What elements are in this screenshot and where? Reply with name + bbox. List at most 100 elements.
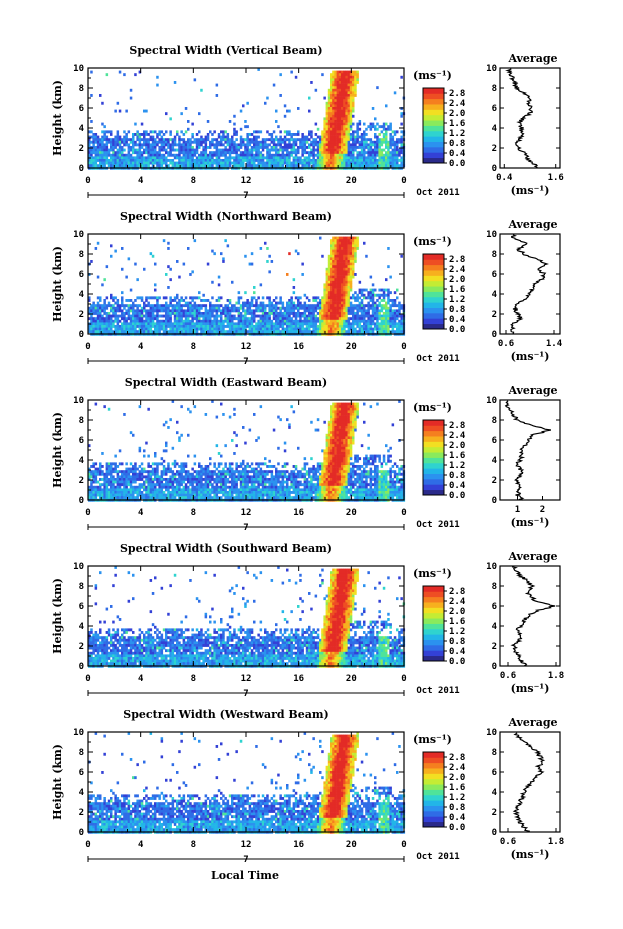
heatmap-cell: [193, 138, 197, 142]
heatmap-cell: [96, 480, 100, 484]
heatmap-cell: [385, 151, 388, 155]
colorbar-segment: [423, 152, 444, 159]
heatmap-cell: [191, 296, 194, 300]
heatmap-cell: [242, 140, 245, 144]
heatmap-cell: [195, 309, 199, 313]
heatmap-cell: [92, 151, 95, 155]
heatmap-cell: [129, 467, 133, 471]
heatmap-cell: [112, 304, 115, 308]
heatmap-cell: [308, 164, 311, 168]
heatmap-cell: [347, 107, 351, 110]
heatmap-cell: [349, 278, 353, 282]
heatmap-cell: [191, 135, 194, 139]
heatmap-cell: [393, 299, 397, 302]
heatmap-cell: [151, 153, 155, 157]
heatmap-cell: [184, 159, 188, 162]
heatmap-cell: [286, 146, 289, 149]
heatmap-cell: [279, 130, 282, 134]
heatmap-cell: [301, 273, 304, 276]
heatmap-cell: [149, 146, 153, 149]
heatmap-cell: [281, 164, 285, 168]
heatmap-cell: [143, 130, 146, 134]
heatmap-cell: [123, 491, 126, 494]
heatmap-cell: [382, 314, 386, 318]
heatmap-cell: [325, 286, 329, 289]
heatmap-cell: [277, 325, 280, 328]
heatmap-cell: [400, 317, 403, 321]
heatmap-cell: [382, 291, 386, 295]
heatmap-cell: [261, 327, 265, 331]
heatmap-cell: [259, 306, 263, 310]
heatmap-cell: [327, 153, 331, 157]
heatmap-cell: [371, 330, 375, 334]
heatmap-cell: [290, 133, 293, 136]
heatmap-cell: [338, 99, 342, 103]
heatmap-cell: [297, 319, 300, 323]
heatmap-cell: [116, 133, 120, 136]
heatmap-cell: [169, 133, 172, 136]
heatmap-cell: [391, 130, 395, 134]
y-tick-label: 8: [79, 250, 84, 260]
heatmap-cell: [341, 296, 344, 300]
heatmap-cell: [323, 319, 326, 323]
heatmap-cell: [129, 462, 133, 466]
heatmap-cell: [290, 322, 293, 326]
heatmap-cell: [134, 73, 137, 77]
heatmap-cell: [365, 127, 368, 131]
heatmap-cell: [134, 314, 137, 318]
heatmap-cell: [143, 449, 146, 453]
heatmap-cell: [283, 312, 287, 315]
heatmap-cell: [99, 151, 102, 155]
heatmap-cell: [114, 478, 117, 481]
colorbar-frame: [422, 253, 445, 330]
heatmap-cell: [275, 322, 278, 326]
heatmap-cell: [371, 283, 375, 287]
heatmap-cell: [332, 127, 335, 131]
heatmap-cell: [347, 146, 351, 149]
heatmap-cell: [352, 265, 355, 269]
heatmap-cell: [279, 73, 282, 77]
heatmap-cell: [356, 322, 359, 326]
heatmap-cell: [341, 286, 344, 289]
heatmap-cell: [279, 299, 282, 302]
heatmap-cell: [327, 278, 331, 282]
heatmap-cell: [99, 462, 102, 466]
y-tick-label: 6: [79, 270, 84, 280]
heatmap-cell: [312, 325, 315, 328]
heatmap-cell: [261, 330, 265, 334]
heatmap-cell: [338, 135, 342, 139]
heatmap-cell: [220, 309, 223, 313]
heatmap-cell: [367, 319, 370, 323]
heatmap-cell: [398, 306, 401, 310]
heatmap-cell: [129, 153, 133, 157]
heatmap-cell: [136, 151, 139, 155]
heatmap-cell: [165, 164, 168, 168]
heatmap-cell: [305, 146, 309, 149]
heatmap-cell: [103, 309, 106, 313]
heatmap-cell: [341, 273, 344, 276]
heatmap-cell: [138, 446, 142, 450]
heatmap-cell: [99, 312, 102, 315]
heatmap-cell: [184, 151, 188, 155]
heatmap-cell: [343, 257, 346, 261]
heatmap-cell: [235, 306, 238, 310]
heatmap-cell: [387, 291, 390, 295]
heatmap-cell: [125, 304, 128, 308]
heatmap-cell: [143, 327, 146, 331]
heatmap-cell: [127, 309, 131, 313]
heatmap-cell: [125, 138, 128, 142]
heatmap-cell: [90, 156, 93, 160]
heatmap-cell: [354, 94, 357, 97]
heatmap-cell: [354, 83, 357, 87]
heatmap-cell: [336, 267, 340, 271]
heatmap-cell: [330, 283, 333, 287]
heatmap-cell: [334, 109, 337, 113]
heatmap-cell: [332, 304, 335, 308]
heatmap-cell: [268, 138, 271, 142]
heatmap-cell: [279, 94, 282, 97]
heatmap-cell: [327, 143, 331, 147]
heatmap-cell: [173, 156, 177, 160]
heatmap-cell: [187, 148, 190, 152]
heatmap-cell: [239, 143, 243, 147]
heatmap-cell: [224, 161, 227, 165]
